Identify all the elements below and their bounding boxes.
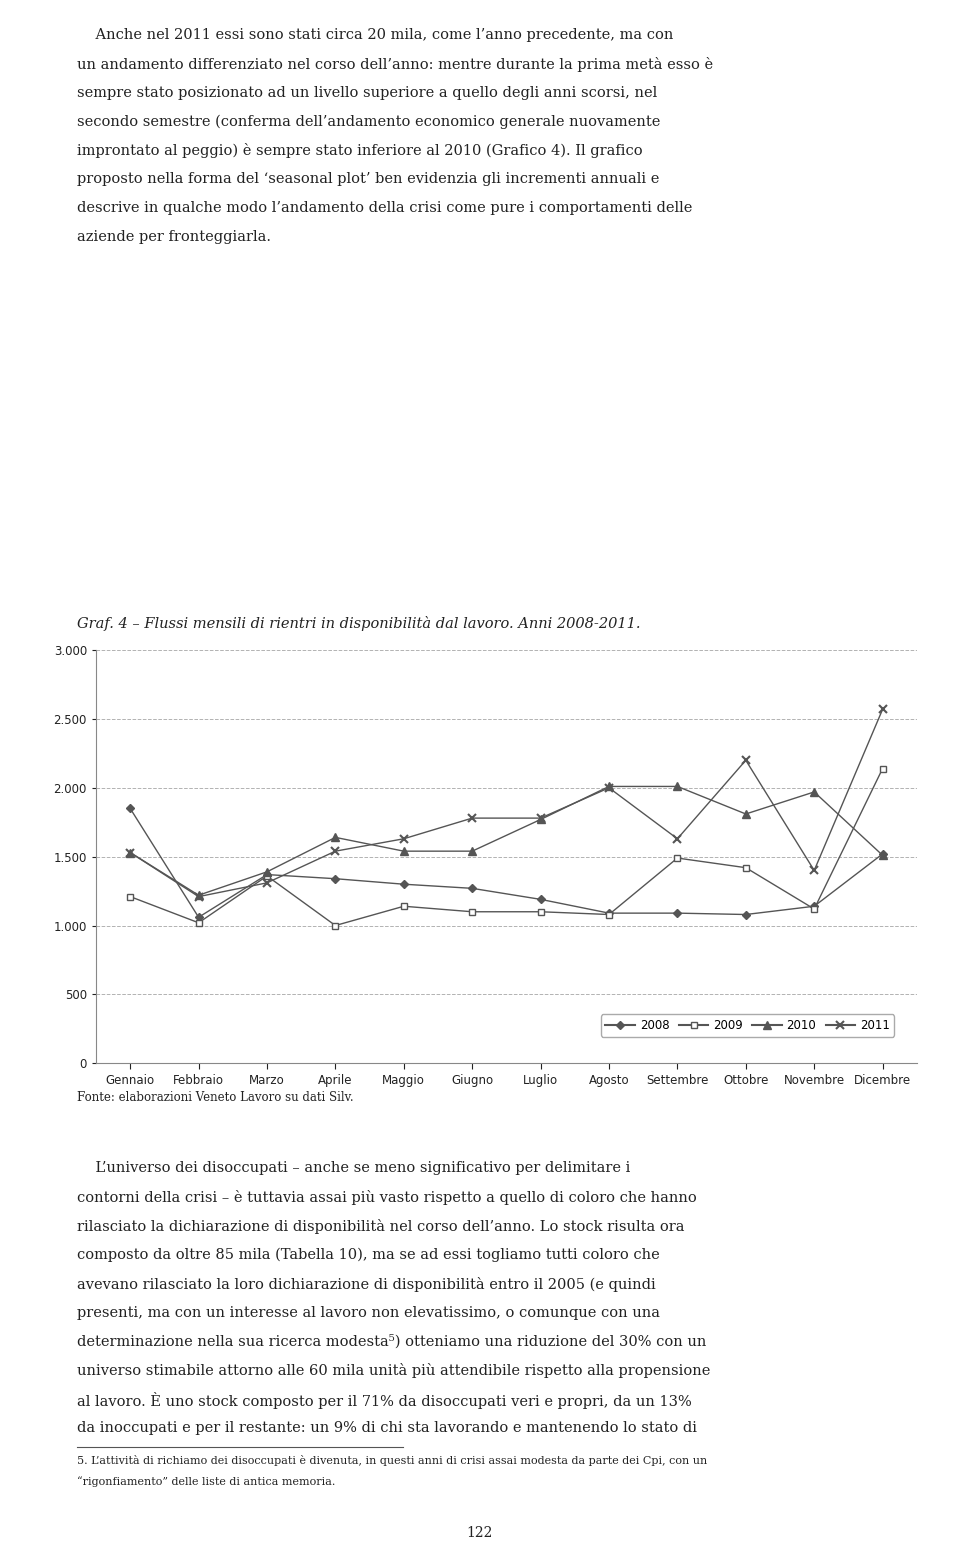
Text: rilasciato la dichiarazione di disponibilità nel corso dell’anno. Lo stock risul: rilasciato la dichiarazione di disponibi… — [77, 1219, 684, 1235]
Text: contorni della crisi – è tuttavia assai più vasto rispetto a quello di coloro ch: contorni della crisi – è tuttavia assai … — [77, 1191, 697, 1205]
Text: Fonte: elaborazioni Veneto Lavoro su dati Silv.: Fonte: elaborazioni Veneto Lavoro su dat… — [77, 1091, 353, 1104]
Text: improntato al peggio) è sempre stato inferiore al 2010 (Grafico 4). Il grafico: improntato al peggio) è sempre stato inf… — [77, 143, 642, 159]
Text: secondo semestre (conferma dell’andamento economico generale nuovamente: secondo semestre (conferma dell’andament… — [77, 115, 660, 129]
Legend: 2008, 2009, 2010, 2011: 2008, 2009, 2010, 2011 — [601, 1015, 895, 1037]
Text: avevano rilasciato la loro dichiarazione di disponibilità entro il 2005 (e quind: avevano rilasciato la loro dichiarazione… — [77, 1277, 656, 1292]
Text: determinazione nella sua ricerca modesta⁵) otteniamo una riduzione del 30% con u: determinazione nella sua ricerca modesta… — [77, 1335, 707, 1349]
Text: 5. L’attività di richiamo dei disoccupati è divenuta, in questi anni di crisi as: 5. L’attività di richiamo dei disoccupat… — [77, 1455, 708, 1465]
Text: aziende per fronteggiarla.: aziende per fronteggiarla. — [77, 229, 271, 243]
Text: Graf. 4 – Flussi mensili di rientri in disponibilità dal lavoro. Anni 2008-2011.: Graf. 4 – Flussi mensili di rientri in d… — [77, 616, 640, 631]
Text: da inoccupati e per il restante: un 9% di chi sta lavorando e mantenendo lo stat: da inoccupati e per il restante: un 9% d… — [77, 1422, 697, 1434]
Text: L’universo dei disoccupati – anche se meno significativo per delimitare i: L’universo dei disoccupati – anche se me… — [77, 1161, 630, 1175]
Text: “rigonfiamento” delle liste di antica memoria.: “rigonfiamento” delle liste di antica me… — [77, 1476, 335, 1487]
Text: presenti, ma con un interesse al lavoro non elevatissimo, o comunque con una: presenti, ma con un interesse al lavoro … — [77, 1306, 660, 1319]
Text: Anche nel 2011 essi sono stati circa 20 mila, come l’anno precedente, ma con: Anche nel 2011 essi sono stati circa 20 … — [77, 28, 673, 42]
Text: sempre stato posizionato ad un livello superiore a quello degli anni scorsi, nel: sempre stato posizionato ad un livello s… — [77, 86, 657, 100]
Text: proposto nella forma del ‘seasonal plot’ ben evidenzia gli incrementi annuali e: proposto nella forma del ‘seasonal plot’… — [77, 173, 660, 186]
Text: descrive in qualche modo l’andamento della crisi come pure i comportamenti delle: descrive in qualche modo l’andamento del… — [77, 201, 692, 215]
Text: composto da oltre 85 mila (Tabella 10), ma se ad essi togliamo tutti coloro che: composto da oltre 85 mila (Tabella 10), … — [77, 1247, 660, 1263]
Text: un andamento differenziato nel corso dell’anno: mentre durante la prima metà ess: un andamento differenziato nel corso del… — [77, 56, 713, 72]
Text: al lavoro. È uno stock composto per il 71% da disoccupati veri e propri, da un 1: al lavoro. È uno stock composto per il 7… — [77, 1392, 691, 1409]
Text: 122: 122 — [467, 1526, 493, 1540]
Text: universo stimabile attorno alle 60 mila unità più attendibile rispetto alla prop: universo stimabile attorno alle 60 mila … — [77, 1363, 710, 1378]
